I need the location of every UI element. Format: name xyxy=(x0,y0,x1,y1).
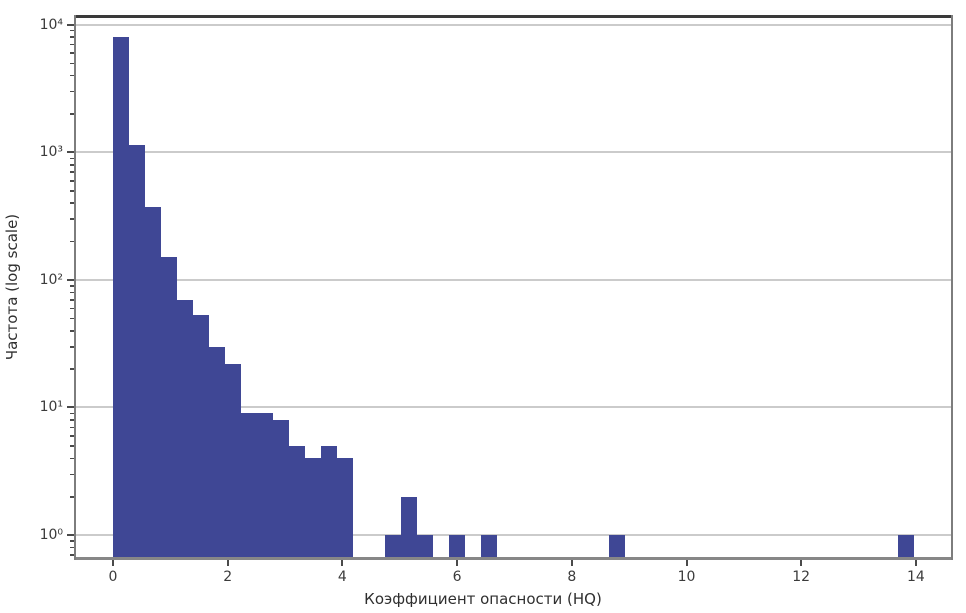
y-minor-tick-mark xyxy=(70,419,74,421)
plot-spine-bottom xyxy=(74,557,953,560)
y-minor-tick-mark xyxy=(70,62,74,64)
y-gridline xyxy=(74,151,953,154)
y-minor-tick-mark xyxy=(70,90,74,93)
y-minor-tick-mark xyxy=(70,368,74,370)
y-minor-tick-mark xyxy=(70,164,74,166)
y-tick-mark xyxy=(67,278,74,281)
plot-spine-right xyxy=(951,15,953,560)
histogram-bar xyxy=(177,299,193,560)
y-tick-mark xyxy=(67,406,74,409)
y-tick-label: 10³ xyxy=(39,144,63,161)
y-tick-mark xyxy=(67,151,74,154)
y-minor-tick-mark xyxy=(70,190,74,192)
y-minor-tick-mark xyxy=(70,171,74,173)
x-tick-mark xyxy=(570,560,573,566)
y-minor-tick-mark xyxy=(70,29,74,32)
y-tick-mark xyxy=(67,23,74,26)
histogram-bar xyxy=(305,458,322,560)
histogram-bar xyxy=(481,535,498,560)
y-tick-label: 10⁴ xyxy=(39,16,63,33)
y-tick-label: 10¹ xyxy=(39,399,63,416)
histogram-bar xyxy=(273,419,290,560)
x-tick-label: 6 xyxy=(452,569,462,585)
y-minor-tick-mark xyxy=(70,457,74,460)
x-tick-label: 12 xyxy=(792,569,811,585)
histogram-bar xyxy=(129,144,145,560)
histogram-bar xyxy=(385,535,402,560)
histogram-bar xyxy=(449,535,466,560)
y-minor-tick-mark xyxy=(70,180,74,182)
histogram-bar xyxy=(145,207,161,560)
y-minor-tick-mark xyxy=(70,218,74,220)
histogram-bar xyxy=(113,37,129,560)
histogram-bar xyxy=(609,535,626,560)
x-tick-mark xyxy=(226,560,229,566)
plot-area: 0 2 4 6 8 10 12 14 10⁰ 10¹ 10² 10³ 10⁴ xyxy=(40,15,953,585)
histogram-bar xyxy=(337,458,354,560)
y-minor-tick-mark xyxy=(70,445,74,447)
y-minor-tick-mark xyxy=(70,412,74,415)
x-tick-mark xyxy=(800,560,803,566)
histogram-bar xyxy=(897,535,914,560)
y-minor-tick-mark xyxy=(70,307,74,310)
x-tick-label: 2 xyxy=(223,569,233,585)
y-minor-tick-mark xyxy=(70,74,74,77)
x-tick-label: 0 xyxy=(108,569,118,585)
x-tick-mark xyxy=(112,560,114,566)
y-minor-tick-mark xyxy=(70,299,74,301)
y-minor-tick-mark xyxy=(70,346,74,348)
x-tick-label: 10 xyxy=(677,569,696,585)
y-minor-tick-mark xyxy=(70,473,74,476)
y-minor-tick-mark xyxy=(70,426,74,429)
x-tick-mark xyxy=(914,560,917,566)
histogram-bar xyxy=(257,413,274,560)
histogram-bar xyxy=(289,445,306,560)
y-minor-tick-mark xyxy=(70,546,74,549)
y-minor-tick-mark xyxy=(70,157,74,160)
y-minor-tick-mark xyxy=(70,285,74,287)
histogram-bar xyxy=(401,496,418,560)
y-gridline xyxy=(74,278,953,281)
y-minor-tick-mark xyxy=(70,317,74,320)
histogram-bar xyxy=(241,413,258,560)
x-tick-mark xyxy=(456,560,459,566)
y-tick-mark xyxy=(67,534,74,536)
y-gridline xyxy=(74,23,953,26)
y-minor-tick-mark xyxy=(70,52,74,54)
histogram-bar xyxy=(161,257,177,560)
histogram-bar xyxy=(193,315,210,560)
x-axis-label: Коэффициент опасности (HQ) xyxy=(364,590,602,608)
x-tick-mark xyxy=(685,560,688,566)
plot-spine-left xyxy=(74,15,76,560)
histogram-bar xyxy=(209,346,226,560)
y-minor-tick-mark xyxy=(70,330,74,332)
y-minor-tick-mark xyxy=(70,554,74,556)
y-minor-tick-mark xyxy=(70,202,74,204)
y-tick-label: 10² xyxy=(39,271,63,288)
x-tick-label: 8 xyxy=(567,569,577,585)
x-tick-mark xyxy=(341,560,344,566)
y-minor-tick-mark xyxy=(70,496,74,498)
x-tick-label: 4 xyxy=(337,569,347,585)
y-minor-tick-mark xyxy=(70,435,74,437)
y-tick-label: 10⁰ xyxy=(39,527,63,543)
y-minor-tick-mark xyxy=(70,36,74,38)
plot-spine-top xyxy=(74,15,953,18)
y-minor-tick-mark xyxy=(70,291,74,294)
y-minor-tick-mark xyxy=(70,240,74,243)
y-minor-tick-mark xyxy=(70,43,74,46)
histogram-bar xyxy=(417,535,434,560)
histogram-bar xyxy=(225,363,242,560)
x-tick-label: 14 xyxy=(906,569,925,585)
histogram-bar xyxy=(321,445,338,560)
y-minor-tick-mark xyxy=(70,113,74,115)
y-minor-tick-mark xyxy=(70,540,74,542)
